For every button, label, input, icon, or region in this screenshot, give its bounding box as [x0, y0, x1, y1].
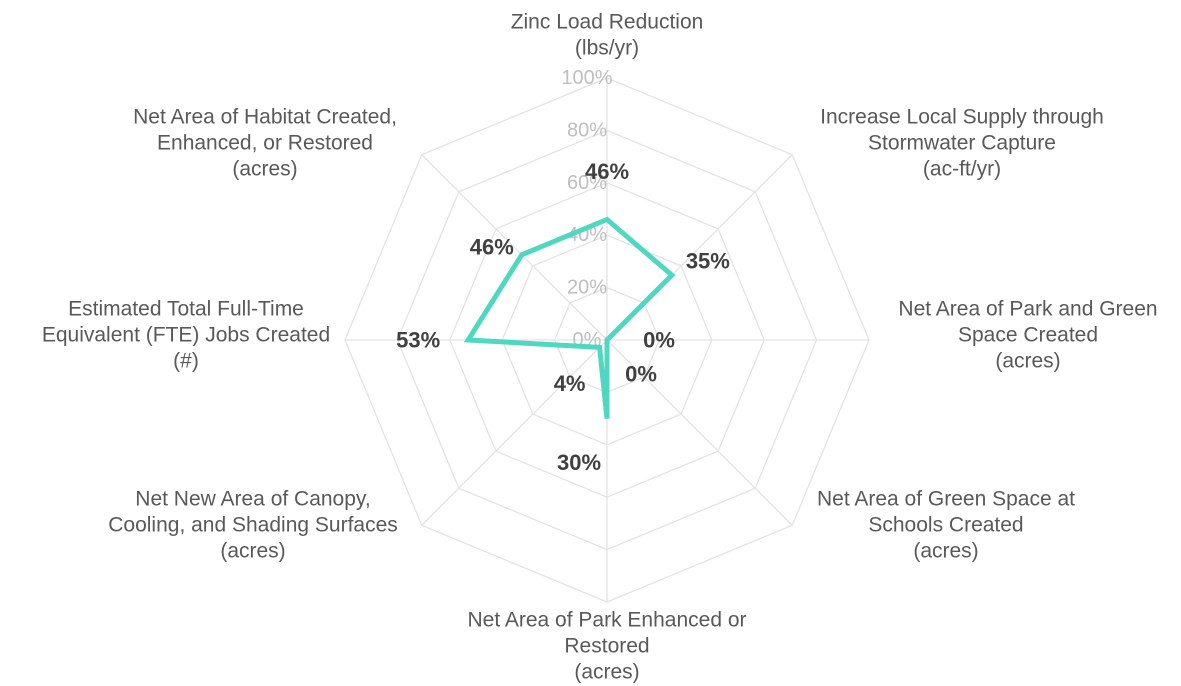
- category-label-line: Net New Area of Canopy,: [135, 488, 370, 511]
- value-label-4: 30%: [557, 450, 601, 475]
- value-label-1: 35%: [686, 249, 730, 274]
- grid-spoke-5: [421, 339, 608, 526]
- category-label-line: Estimated Total Full-Time: [68, 298, 304, 321]
- category-label-2: Net Area of Park and Green Space Created (…: [898, 298, 1157, 373]
- tick-label-100: 100%: [561, 67, 612, 89]
- category-label-line: Net Area of Park and Green: [898, 298, 1157, 321]
- category-label-line: (acres): [913, 540, 978, 563]
- category-label-line: Space Created: [958, 324, 1098, 347]
- radial-tick-labels: 0%20%40%60%80%100%: [561, 67, 612, 351]
- category-label-line: Stormwater Capture: [868, 132, 1056, 155]
- category-label-line: Zinc Load Reduction: [511, 11, 704, 34]
- category-label-line: Restored: [564, 635, 649, 658]
- radar-grid: [344, 77, 870, 603]
- category-label-line: (acres): [232, 158, 297, 181]
- tick-label-60: 60%: [567, 172, 607, 194]
- category-label-6: Estimated Total Full-Time Equivalent (FTE…: [42, 298, 330, 373]
- category-label-line: Increase Local Supply through: [820, 106, 1104, 129]
- value-label-6: 53%: [396, 328, 440, 353]
- category-label-line: (acres): [995, 350, 1060, 373]
- category-label-1: Increase Local Supply through Stormwater …: [820, 106, 1104, 181]
- radar-series: [463, 216, 676, 419]
- category-label-line: Cooling, and Shading Surfaces: [108, 514, 398, 537]
- value-labels: 46% 35% 0% 0% 30% 4% 53% 46%: [396, 159, 730, 475]
- category-label-line: (ac-ft/yr): [923, 158, 1001, 181]
- tick-label-20: 20%: [567, 277, 607, 299]
- category-label-line: Net Area of Park Enhanced or: [468, 609, 747, 632]
- category-label-3: Net Area of Green Space at Schools Create…: [817, 488, 1075, 563]
- category-label-0: Zinc Load Reduction (lbs/yr): [511, 11, 704, 60]
- value-label-0: 46%: [585, 159, 629, 184]
- category-labels: Zinc Load Reduction (lbs/yr) Increase Loca…: [42, 11, 1158, 684]
- series-line: [463, 216, 676, 419]
- category-label-line: Net Area of Habitat Created,: [133, 106, 397, 129]
- category-label-line: (acres): [574, 661, 639, 684]
- category-label-4: Net Area of Park Enhanced or Restored (acr…: [468, 609, 747, 684]
- value-label-3: 0%: [625, 362, 657, 387]
- category-label-line: Enhanced, or Restored: [157, 132, 373, 155]
- category-label-line: Equivalent (FTE) Jobs Created: [42, 324, 330, 347]
- value-label-2: 0%: [643, 328, 675, 353]
- category-label-5: Net New Area of Canopy, Cooling, and Shad…: [108, 488, 398, 563]
- value-label-5: 4%: [554, 371, 586, 396]
- category-label-line: (acres): [220, 540, 285, 563]
- category-label-7: Net Area of Habitat Created, Enhanced, or…: [133, 106, 397, 181]
- category-label-line: (lbs/yr): [575, 37, 639, 60]
- category-label-line: (#): [173, 350, 199, 373]
- tick-label-80: 80%: [567, 119, 607, 141]
- grid-spoke-7: [421, 154, 608, 341]
- value-label-7: 46%: [470, 234, 514, 259]
- category-label-line: Schools Created: [868, 514, 1023, 537]
- category-label-line: Net Area of Green Space at: [817, 488, 1075, 511]
- grid-spoke-3: [606, 339, 793, 526]
